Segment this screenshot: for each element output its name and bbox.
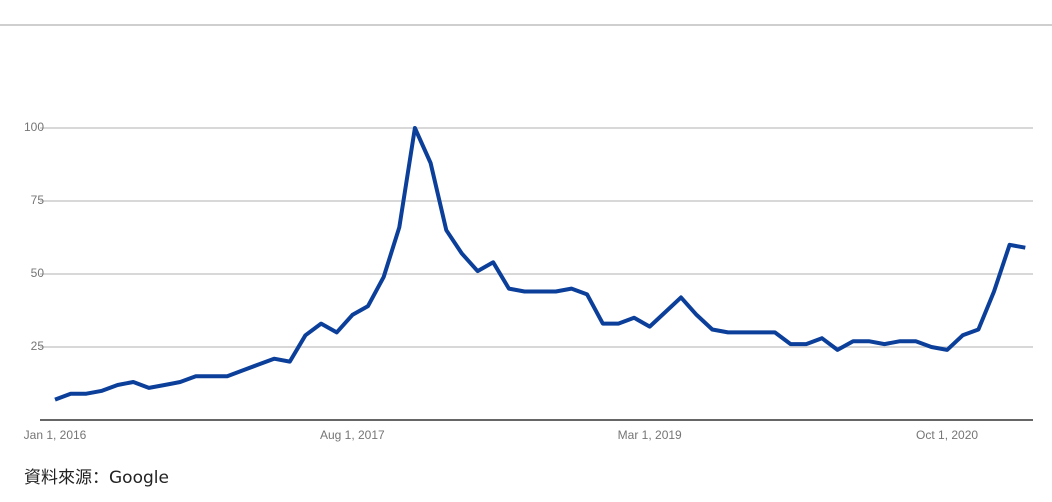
y-tick-label: 100 bbox=[24, 120, 44, 134]
x-tick-label: Mar 1, 2019 bbox=[618, 428, 682, 442]
source-note: 資料來源：Google bbox=[24, 468, 169, 488]
x-tick-label: Aug 1, 2017 bbox=[320, 428, 385, 442]
trend-line bbox=[54, 126, 1026, 402]
x-tick-label: Oct 1, 2020 bbox=[916, 428, 978, 442]
y-tick-label: 25 bbox=[31, 339, 45, 353]
y-tick-label: 75 bbox=[31, 193, 45, 207]
y-tick-label: 50 bbox=[31, 266, 45, 280]
x-tick-label: Jan 1, 2016 bbox=[24, 428, 87, 442]
